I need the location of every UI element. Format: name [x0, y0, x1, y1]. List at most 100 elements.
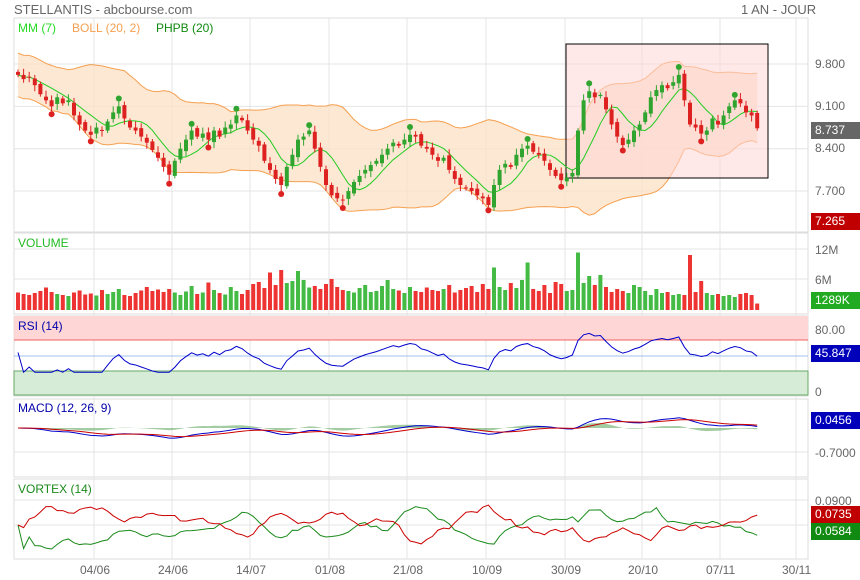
volume-bar	[72, 292, 76, 310]
volume-bar	[480, 284, 485, 310]
phpb-high-marker	[233, 105, 240, 112]
vortex-plus-line	[17, 506, 758, 550]
volume-bar	[268, 272, 272, 310]
volume-bar	[262, 288, 267, 310]
candle-body	[408, 134, 412, 143]
volume-bar	[525, 262, 530, 310]
candle-body	[133, 127, 138, 131]
volume-bar	[223, 294, 228, 310]
low-price-badge: 7.265	[811, 213, 860, 230]
phpb-low-marker	[485, 207, 492, 214]
volume-bar	[128, 296, 132, 310]
volume-bar	[245, 290, 250, 310]
candle-body	[716, 120, 720, 125]
panel-frame	[13, 17, 809, 233]
volume-bar	[335, 287, 340, 310]
rsi-tick: 0	[815, 385, 822, 399]
candle-body	[44, 96, 48, 101]
candle-body	[212, 130, 216, 143]
volume-bar	[38, 291, 43, 310]
volume-bar	[340, 290, 345, 310]
volume-bar	[615, 289, 620, 310]
volume-bar	[553, 282, 558, 310]
volume-bar	[346, 291, 351, 310]
volume-bar	[273, 285, 278, 310]
candle-body	[240, 117, 244, 121]
volume-bar	[576, 252, 580, 310]
candle-body	[217, 130, 222, 137]
volume-bar	[396, 290, 401, 310]
candle-body	[419, 134, 424, 146]
highlight-box	[565, 43, 769, 179]
volume-bar	[587, 276, 592, 310]
candle-body	[402, 139, 407, 145]
candle-body	[738, 99, 743, 104]
volume-bar	[290, 281, 295, 310]
candle-body	[234, 115, 239, 124]
candle-body	[290, 154, 295, 166]
volume-bar	[660, 293, 664, 310]
candle-body	[486, 197, 491, 205]
candle-body	[542, 153, 547, 161]
candle-body	[363, 169, 368, 174]
volume-bar	[189, 286, 194, 310]
rsi-label: RSI (14)	[18, 319, 63, 333]
x-tick-label: 01/08	[315, 563, 346, 577]
rsi-line	[17, 332, 758, 374]
volume-bar	[581, 283, 586, 310]
candle-body	[368, 165, 373, 172]
candle-body	[391, 142, 396, 147]
candle-body	[626, 139, 631, 144]
candle-body	[643, 112, 648, 123]
candle-body	[548, 163, 552, 170]
candle-body	[307, 130, 312, 135]
volume-bar	[693, 292, 698, 310]
candle-body	[122, 105, 127, 119]
phpb-high-marker	[188, 120, 195, 127]
volume-bar	[318, 289, 323, 310]
x-tick-label: 10/09	[472, 563, 503, 577]
candle-body	[559, 173, 564, 181]
macd-histogram	[18, 423, 758, 432]
x-tick-label: 24/06	[158, 563, 189, 577]
candle-body	[469, 188, 474, 192]
volume-bar	[419, 292, 424, 310]
volume-bar	[503, 290, 508, 310]
volume-bar	[385, 280, 390, 310]
candle-body	[156, 152, 160, 158]
volume-bar	[94, 295, 99, 310]
candle-body	[27, 76, 32, 78]
macd-label: MACD (12, 26, 9)	[18, 401, 112, 415]
volume-bar	[520, 280, 524, 310]
volume-bar	[637, 287, 642, 310]
volume-bar	[531, 289, 536, 310]
volume-bar	[430, 290, 435, 310]
phpb-low-marker	[558, 183, 565, 190]
candle-body	[385, 148, 390, 155]
candle-body	[676, 74, 681, 84]
candle-body	[178, 148, 183, 160]
volume-bar	[738, 294, 743, 310]
volume-bar	[156, 289, 160, 310]
volume-bar	[570, 290, 575, 310]
volume-tick: 6M	[815, 273, 832, 287]
x-tick-label: 04/06	[80, 563, 111, 577]
candle-body	[195, 128, 200, 137]
phpb-low-marker	[48, 111, 55, 118]
vi-plus-badge: 0.0584	[811, 523, 860, 540]
candle-body	[671, 82, 676, 86]
candle-body	[732, 100, 737, 108]
candle-body	[60, 98, 65, 104]
candle-body	[16, 71, 20, 75]
rsi-tick: 80.00	[815, 323, 846, 337]
volume-bar	[755, 303, 760, 310]
candle-body	[430, 147, 435, 155]
candle-body	[436, 157, 440, 161]
period-selector[interactable]: 1 AN - JOUR	[741, 2, 817, 17]
candle-body	[357, 175, 362, 182]
candle-body	[693, 124, 698, 128]
candle-body	[458, 177, 463, 185]
phpb-low-marker	[339, 204, 346, 211]
candle-body	[161, 157, 166, 167]
candle-body	[508, 165, 513, 167]
